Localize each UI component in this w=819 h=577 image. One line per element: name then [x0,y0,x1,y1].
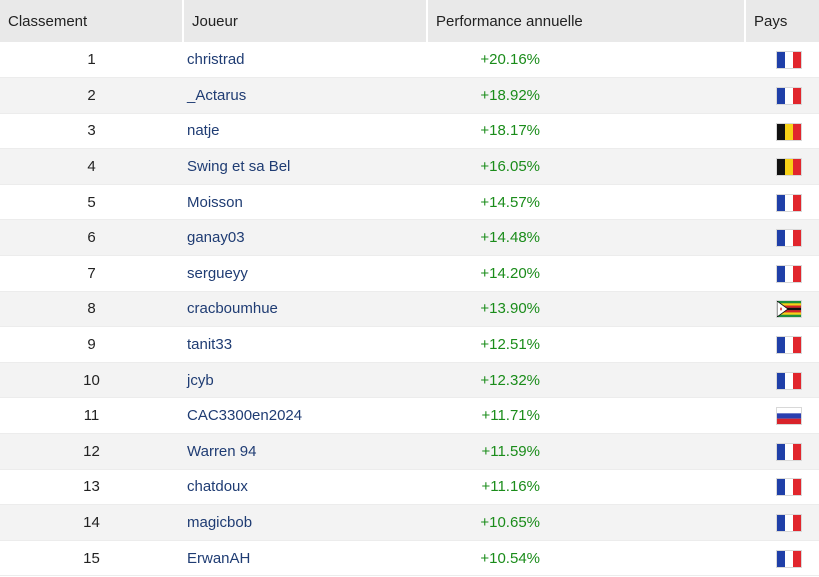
player-link[interactable]: christrad [183,42,427,79]
table-row: 6 ganay03 +14.48% [0,219,819,257]
performance-cell: +12.51% [427,326,745,363]
rank-cell: 12 [0,433,183,470]
rank-cell: 10 [0,362,183,399]
table-row: 11 CAC3300en2024 +11.71% [0,397,819,435]
header-country[interactable]: Pays [745,0,819,42]
rank-cell: 6 [0,219,183,257]
flag-be-icon [777,122,801,140]
country-cell [745,362,819,399]
flag-fr-icon [777,443,801,460]
player-link[interactable]: tanit33 [183,326,427,363]
rank-cell: 2 [0,77,183,114]
country-cell [745,469,819,506]
player-link[interactable]: Moisson [183,184,427,221]
player-link[interactable]: natje [183,113,427,150]
rank-cell: 11 [0,397,183,435]
table-row: 5 Moisson +14.57% [0,184,819,221]
flag-fr-icon [777,372,801,389]
flag-fr-icon [777,514,801,532]
header-rank[interactable]: Classement [0,0,184,42]
country-cell [745,504,819,541]
rank-cell: 5 [0,184,183,221]
performance-cell: +14.48% [427,219,745,257]
performance-cell: +10.65% [427,504,745,541]
player-link[interactable]: jcyb [183,362,427,399]
country-cell [745,397,819,435]
player-link[interactable]: chatdoux [183,469,427,506]
performance-cell: +18.17% [427,113,745,150]
country-cell [745,113,819,150]
header-player[interactable]: Joueur [183,0,428,42]
player-link[interactable]: _Actarus [183,77,427,114]
table-header: Classement Joueur Performance annuelle P… [0,0,819,42]
country-cell [745,540,819,577]
flag-fr-icon [777,478,801,496]
player-link[interactable]: magicbob [183,504,427,541]
performance-cell: +10.54% [427,540,745,577]
player-link[interactable]: cracboumhue [183,291,427,328]
flag-fr-icon [777,51,801,69]
player-link[interactable]: Warren 94 [183,433,427,470]
flag-fr-icon [777,229,801,247]
player-link[interactable]: CAC3300en2024 [183,397,427,435]
rank-cell: 14 [0,504,183,541]
flag-zw-icon [777,300,801,318]
table-body: 1 christrad +20.16% 2 _Actarus +18.92% 3 natje +… [0,42,819,577]
table-row: 15 ErwanAH +10.54% [0,540,819,577]
performance-cell: +14.20% [427,255,745,292]
flag-fr-icon [777,336,801,354]
flag-ru-icon [777,407,801,425]
country-cell [745,326,819,363]
rank-cell: 1 [0,42,183,79]
performance-cell: +11.59% [427,433,745,470]
country-cell [745,184,819,221]
flag-fr-icon [777,87,801,104]
rank-cell: 4 [0,148,183,185]
flag-fr-icon [777,265,801,282]
performance-cell: +18.92% [427,77,745,114]
flag-fr-icon [777,550,801,567]
performance-cell: +16.05% [427,148,745,185]
player-link[interactable]: Swing et sa Bel [183,148,427,185]
table-row: 12 Warren 94 +11.59% [0,433,819,470]
player-link[interactable]: ganay03 [183,219,427,257]
table-row: 10 jcyb +12.32% [0,362,819,399]
country-cell [745,148,819,185]
rank-cell: 3 [0,113,183,150]
table-row: 7 sergueyy +14.20% [0,255,819,292]
table-row: 2 _Actarus +18.92% [0,77,819,114]
table-row: 14 magicbob +10.65% [0,504,819,541]
table-row: 13 chatdoux +11.16% [0,469,819,506]
country-cell [745,291,819,328]
player-link[interactable]: ErwanAH [183,540,427,577]
country-cell [745,219,819,257]
table-row: 3 natje +18.17% [0,113,819,150]
country-cell [745,433,819,470]
country-cell [745,42,819,79]
flag-fr-icon [777,194,801,211]
performance-cell: +14.57% [427,184,745,221]
table-row: 8 cracboumhue +13.90% [0,291,819,328]
rank-cell: 9 [0,326,183,363]
performance-cell: +13.90% [427,291,745,328]
performance-cell: +12.32% [427,362,745,399]
flag-be-icon [777,158,801,176]
rank-cell: 15 [0,540,183,577]
performance-cell: +11.71% [427,397,745,435]
rank-cell: 8 [0,291,183,328]
rank-cell: 13 [0,469,183,506]
rank-cell: 7 [0,255,183,292]
table-row: 4 Swing et sa Bel +16.05% [0,148,819,185]
header-performance[interactable]: Performance annuelle [427,0,746,42]
performance-cell: +11.16% [427,469,745,506]
table-row: 1 christrad +20.16% [0,42,819,79]
performance-cell: +20.16% [427,42,745,79]
country-cell [745,77,819,114]
table-row: 9 tanit33 +12.51% [0,326,819,363]
country-cell [745,255,819,292]
player-link[interactable]: sergueyy [183,255,427,292]
